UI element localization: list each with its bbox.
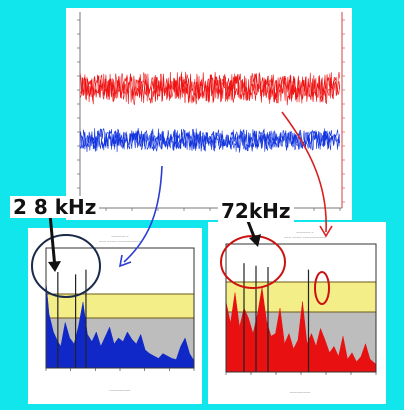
right-peak-label: 72kHz [218,200,294,222]
left-yellow-band [46,294,194,318]
time-series-line-1-1 [79,127,340,152]
time-chart-frame [66,8,352,220]
left-peak-circle [31,234,101,298]
time-series-line-0-2 [79,71,340,105]
right-yellow-band [226,282,376,312]
right-spectrum-area [225,287,377,373]
right-label-arrowhead [249,234,261,247]
left-label-arrowhead [48,261,61,272]
left-label-arrow [48,213,57,269]
blue-connector-arrowhead [118,254,132,268]
left-peak-label: 2 8 kHz [10,196,100,218]
right-panel-title: ~~~~~~ ~ [296,230,314,235]
time-series-line-1-2 [79,127,340,153]
right-panel-subtitle: ~~~ ~~~~ ~~~~~~~~~~ [284,235,327,240]
blue-connector-arrow [123,165,163,263]
left-spectrum-area [45,281,195,369]
left-panel-subtitle: ~~~ ~~~~ ~~~~~~~~~~ [99,239,142,244]
left-panel-title: ~~~~~~ ~ [111,234,129,239]
right-secondary-circle [314,271,330,305]
red-connector-arrowhead [319,225,333,238]
left-xlabel: ~~~~~~~~~ [109,388,131,393]
right-xlabel: ~~~~~~~~~ [289,390,311,395]
red-connector-arrow [281,111,327,233]
